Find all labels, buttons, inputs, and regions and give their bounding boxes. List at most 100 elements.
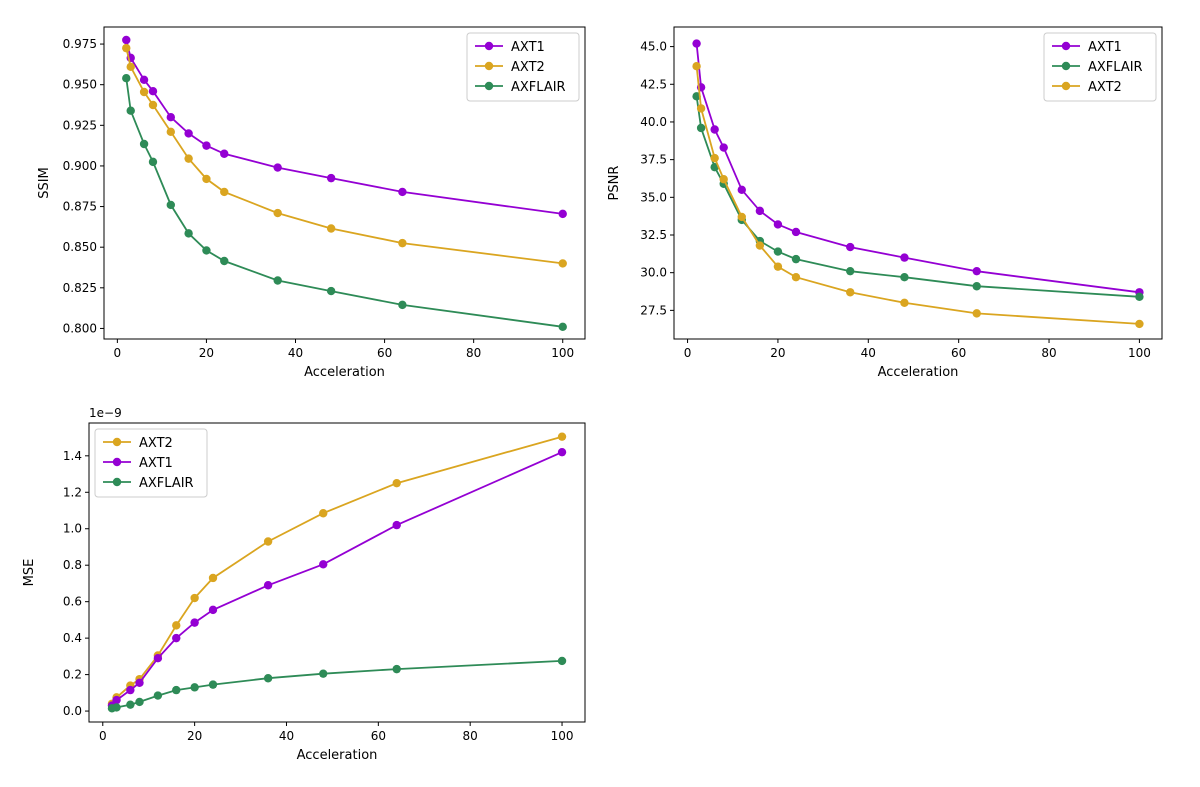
y-tick-label: 37.5: [640, 153, 667, 167]
data-point: [692, 61, 701, 71]
data-point: [202, 246, 211, 255]
data-point: [398, 238, 407, 248]
legend-box: [466, 32, 580, 102]
data-point: [692, 39, 701, 48]
x-tick-label: 40: [861, 346, 876, 360]
data-point: [153, 653, 163, 663]
data-point: [263, 581, 273, 590]
legend-marker: [1061, 81, 1071, 91]
data-point: [184, 129, 193, 138]
data-point: [791, 227, 801, 237]
data-point: [696, 123, 706, 133]
legend-entry-axflair: AXFLAIR: [103, 476, 194, 491]
y-tick-label: 0.2: [63, 668, 82, 682]
data-point: [208, 680, 218, 689]
data-point: [557, 447, 567, 457]
axes-frame: [103, 26, 586, 340]
legend-marker: [1061, 61, 1071, 71]
series-line: [695, 43, 1140, 294]
series-line: [695, 66, 1140, 325]
legend: AXT1 AXFLAIR AXT2: [1043, 32, 1157, 102]
x-tick-label: 60: [371, 729, 386, 743]
x-tick-label: 80: [463, 729, 478, 743]
axes-frame: [88, 422, 586, 723]
legend-label: AXT1: [1088, 40, 1122, 55]
data-point: [263, 537, 273, 546]
x-axis-label: Acceleration: [297, 748, 378, 763]
data-point: [773, 247, 783, 256]
legend-entry-axt1: AXT1: [475, 40, 545, 55]
subplot-mse: 0 20 40 60 80 100 0.0 0.2 0.4 0.6 0.8 1.0 1.2 1.4 Acce…: [22, 406, 586, 763]
y-tick-label: 1.2: [63, 485, 82, 499]
y-tick-label: 0.875: [63, 200, 97, 214]
data-point: [148, 100, 158, 110]
data-point: [392, 478, 401, 488]
legend-entry-axt2: AXT2: [1052, 80, 1122, 95]
y-tick-label: 1.4: [63, 449, 82, 463]
series-axt1: [107, 447, 567, 710]
data-point: [773, 262, 783, 271]
data-point: [126, 62, 135, 72]
data-point: [737, 185, 746, 194]
data-point: [972, 309, 981, 318]
y-axis-label: PSNR: [607, 166, 622, 201]
series-line: [111, 660, 563, 710]
x-tick-label: 100: [551, 729, 574, 743]
data-point: [846, 242, 855, 252]
data-point: [773, 220, 783, 229]
data-point: [202, 174, 211, 184]
x-tick-label: 60: [377, 346, 392, 360]
data-point: [791, 273, 801, 282]
legend-entry-axt2: AXT2: [103, 436, 173, 451]
data-point: [190, 618, 199, 627]
y-tick-label: 0.0: [63, 704, 82, 718]
x-tick-label: 0: [114, 346, 122, 360]
data-point: [153, 691, 163, 700]
data-point: [220, 187, 229, 197]
y-tick-label: 0.800: [63, 321, 97, 335]
legend-box: [1043, 32, 1157, 102]
series-line: [125, 47, 563, 265]
data-point: [208, 573, 218, 583]
y-tick-label: 0.850: [63, 240, 97, 254]
y-tick-label: 0.925: [63, 118, 97, 132]
legend-label: AXT2: [139, 436, 173, 451]
data-point: [126, 700, 135, 709]
data-point: [326, 224, 336, 233]
data-point: [1135, 292, 1144, 301]
data-point: [273, 208, 282, 218]
data-point: [755, 206, 765, 216]
y-tick-label: 32.5: [640, 228, 667, 242]
data-point: [696, 104, 706, 113]
legend-marker: [112, 457, 122, 467]
series-line: [125, 39, 563, 215]
data-point: [126, 685, 135, 695]
x-tick-label: 80: [466, 346, 481, 360]
data-point: [148, 86, 158, 96]
legend: AXT2 AXT1 AXFLAIR: [94, 428, 208, 498]
legend-marker: [112, 477, 122, 487]
data-point: [184, 154, 193, 163]
data-point: [392, 664, 401, 674]
data-point: [737, 212, 746, 222]
x-tick-label: 0: [99, 729, 107, 743]
series-line: [125, 78, 563, 328]
legend-entry-axflair: AXFLAIR: [1052, 60, 1143, 75]
x-axis-label: Acceleration: [304, 365, 385, 380]
legend-label: AXFLAIR: [1088, 60, 1143, 75]
data-point: [190, 593, 199, 603]
y-tick-label: 35.0: [640, 190, 667, 204]
data-point: [172, 621, 181, 630]
legend-marker: [112, 437, 122, 447]
data-point: [273, 163, 282, 172]
data-point: [122, 43, 131, 53]
y-tick-label: 27.5: [640, 303, 667, 317]
legend-marker: [484, 61, 494, 71]
series-axt2: [692, 61, 1144, 329]
data-point: [172, 633, 181, 643]
x-tick-label: 0: [684, 346, 692, 360]
data-point: [319, 560, 328, 569]
series-axt1: [122, 35, 567, 219]
data-point: [166, 127, 176, 137]
data-point: [139, 87, 149, 97]
